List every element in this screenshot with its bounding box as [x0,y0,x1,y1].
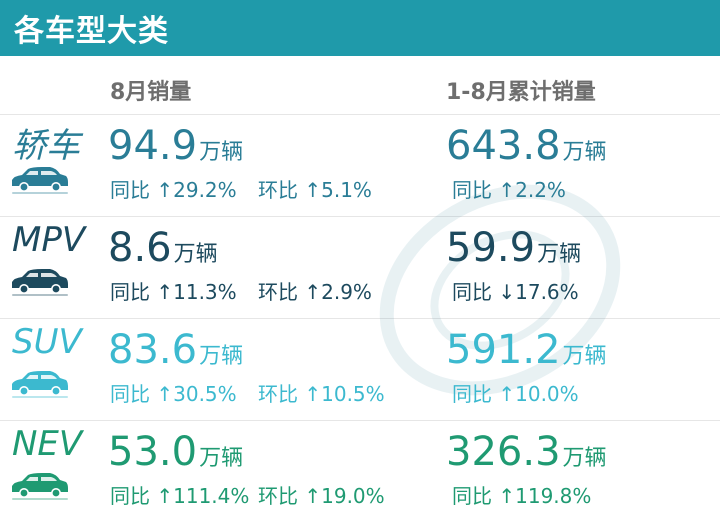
nev-car-icon [12,473,68,500]
monthly-yoy: 同比 ↑29.2% [110,178,237,202]
monthly-sales-value: 94.9万辆 [108,123,244,169]
unit-label: 万辆 [199,140,244,165]
divider [0,420,720,421]
sedan-car-icon [12,167,68,194]
page-title: 各车型大类 [14,14,169,49]
unit-label: 万辆 [562,140,607,165]
cumulative-sales-value: 59.9万辆 [446,225,582,271]
monthly-sales-value: 8.6万辆 [108,225,218,271]
category-row: MPV 8.6万辆 59.9万辆 同比 ↑11.3% 环比 ↑2.9% 同比 ↓… [0,216,720,318]
divider [0,114,720,115]
monthly-mom: 环比 ↑2.9% [258,280,372,304]
category-name: NEV [12,424,83,464]
divider [0,216,720,217]
unit-label: 万辆 [562,344,607,369]
monthly-mom: 环比 ↑10.5% [258,382,385,406]
unit-label: 万辆 [199,344,244,369]
category-name: 轿车 [12,126,80,166]
monthly-sales-value: 83.6万辆 [108,327,244,373]
category-name: MPV [12,220,86,260]
header-bar: 各车型大类 [0,0,720,56]
unit-label: 万辆 [173,242,218,267]
unit-label: 万辆 [199,446,244,471]
column-header-monthly: 8月销量 [110,80,192,105]
column-header-cumulative: 1-8月累计销量 [446,80,596,105]
category-row: NEV 53.0万辆 326.3万辆 同比 ↑111.4% 环比 ↑19.0% … [0,420,720,522]
category-row: 轿车 94.9万辆 643.8万辆 同比 ↑29.2% 环比 ↑5.1% 同比 … [0,114,720,216]
category-name: SUV [12,322,82,362]
monthly-yoy: 同比 ↑30.5% [110,382,237,406]
unit-label: 万辆 [562,446,607,471]
monthly-mom: 环比 ↑5.1% [258,178,372,202]
suv-car-icon [12,371,68,398]
cumulative-sales-value: 326.3万辆 [446,429,607,475]
monthly-yoy: 同比 ↑111.4% [110,484,250,508]
category-row: SUV 83.6万辆 591.2万辆 同比 ↑30.5% 环比 ↑10.5% 同… [0,318,720,420]
unit-label: 万辆 [537,242,582,267]
monthly-yoy: 同比 ↑11.3% [110,280,237,304]
monthly-sales-value: 53.0万辆 [108,429,244,475]
cumulative-yoy: 同比 ↑10.0% [452,382,579,406]
cumulative-yoy: 同比 ↑2.2% [452,178,566,202]
cumulative-yoy: 同比 ↓17.6% [452,280,579,304]
cumulative-yoy: 同比 ↑119.8% [452,484,592,508]
cumulative-sales-value: 591.2万辆 [446,327,607,373]
cumulative-sales-value: 643.8万辆 [446,123,607,169]
divider [0,318,720,319]
mpv-car-icon [12,269,68,296]
monthly-mom: 环比 ↑19.0% [258,484,385,508]
